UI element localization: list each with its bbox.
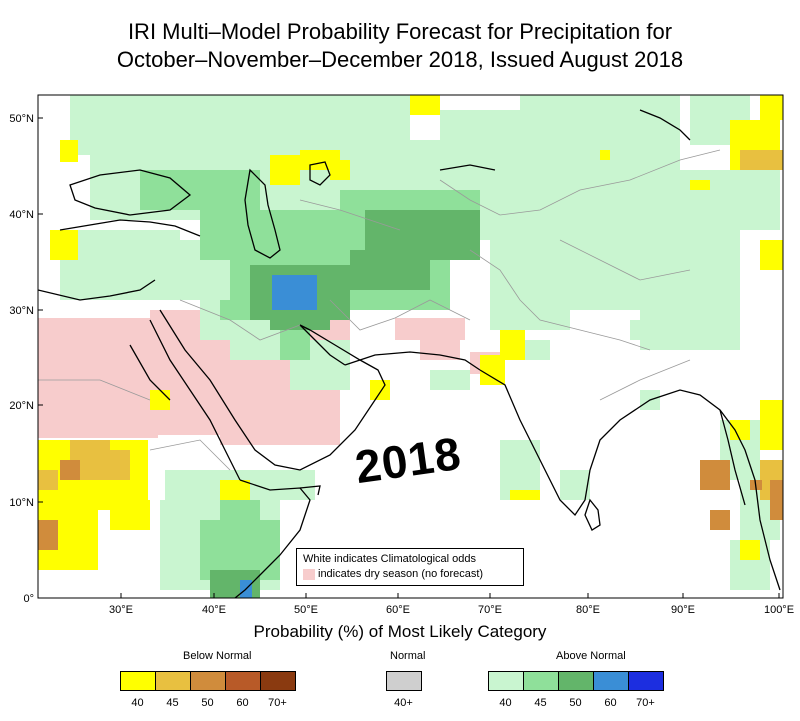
normal-tick-labels: 40+	[386, 697, 421, 709]
map-frame	[37, 94, 784, 599]
longitude-ticks: 30°E 40°E 50°E 60°E 70°E 80°E 90°E 100°E	[109, 593, 794, 616]
below-normal-tick-label: 50	[201, 697, 214, 709]
dry-season-note: indicates dry season (no forecast)	[303, 567, 523, 582]
above-normal-tick-label: 60	[604, 697, 617, 709]
below-normal-swatch	[155, 671, 191, 691]
latitude-tick-label: 30°N	[9, 305, 34, 317]
below-normal-swatch	[260, 671, 296, 691]
below-normal-tick-labels: 40 45 50 60 70+	[120, 697, 295, 709]
longitude-tick-label: 100°E	[764, 604, 794, 616]
chart-title-line-2: October–November–December 2018, Issued A…	[116, 47, 684, 72]
above-normal-50-areas	[210, 210, 480, 598]
above-normal-tick-label: 45	[534, 697, 547, 709]
x-axis-label: Probability (%) of Most Likely Category	[253, 622, 547, 641]
longitude-tick-label: 90°E	[671, 604, 695, 616]
latitude-tick-label: 20°N	[9, 400, 34, 412]
chart-title-line-1: IRI Multi–Model Probability Forecast for…	[127, 19, 673, 44]
normal-heading: Normal	[390, 650, 426, 662]
country-borders	[38, 149, 721, 471]
below-normal-tick-label: 45	[166, 697, 179, 709]
above-normal-swatch	[628, 671, 664, 691]
normal-normal-tick-label: 40+	[394, 697, 413, 709]
below-normal-tick-label: 70+	[268, 697, 287, 709]
dry-season-swatch	[303, 568, 315, 580]
dry-season-text: indicates dry season (no forecast)	[318, 568, 484, 580]
above-normal-swatch	[488, 671, 524, 691]
above-normal-tick-label: 70+	[636, 697, 655, 709]
below-normal-swatch	[225, 671, 261, 691]
latitude-tick-label: 50°N	[9, 113, 34, 125]
longitude-tick-label: 40°E	[202, 604, 226, 616]
above-normal-swatch	[593, 671, 629, 691]
below-normal-tick-label: 40	[131, 697, 144, 709]
above-normal-tick-labels: 40 45 50 60 70+	[488, 697, 663, 709]
coastlines	[38, 109, 781, 598]
below-normal-heading: Below Normal	[183, 650, 252, 662]
above-normal-colorbar	[488, 671, 664, 691]
latitude-tick-label: 0°	[23, 593, 34, 605]
latitude-tick-label: 40°N	[9, 209, 34, 221]
above-normal-heading: Above Normal	[556, 650, 626, 662]
below-normal-tick-label: 60	[236, 697, 249, 709]
longitude-tick-label: 80°E	[576, 604, 600, 616]
below-normal-colorbar	[120, 671, 296, 691]
above-normal-tick-label: 40	[499, 697, 512, 709]
climatology-note: White indicates Climatological odds	[303, 553, 477, 565]
longitude-tick-label: 60°E	[386, 604, 410, 616]
normal-colorbar	[386, 671, 422, 691]
normal-normal-swatch	[386, 671, 422, 691]
longitude-tick-label: 70°E	[478, 604, 502, 616]
above-normal-60-areas	[240, 275, 317, 598]
above-normal-swatch	[523, 671, 559, 691]
longitude-tick-label: 30°E	[109, 604, 133, 616]
below-normal-swatch	[120, 671, 156, 691]
latitude-ticks: 50°N 40°N 30°N 20°N 10°N 0°	[9, 113, 43, 605]
latitude-tick-label: 10°N	[9, 497, 34, 509]
above-normal-swatch	[558, 671, 594, 691]
legend-note-box: White indicates Climatological odds indi…	[296, 548, 524, 586]
below-normal-swatch	[190, 671, 226, 691]
longitude-tick-label: 50°E	[294, 604, 318, 616]
above-normal-tick-label: 50	[569, 697, 582, 709]
